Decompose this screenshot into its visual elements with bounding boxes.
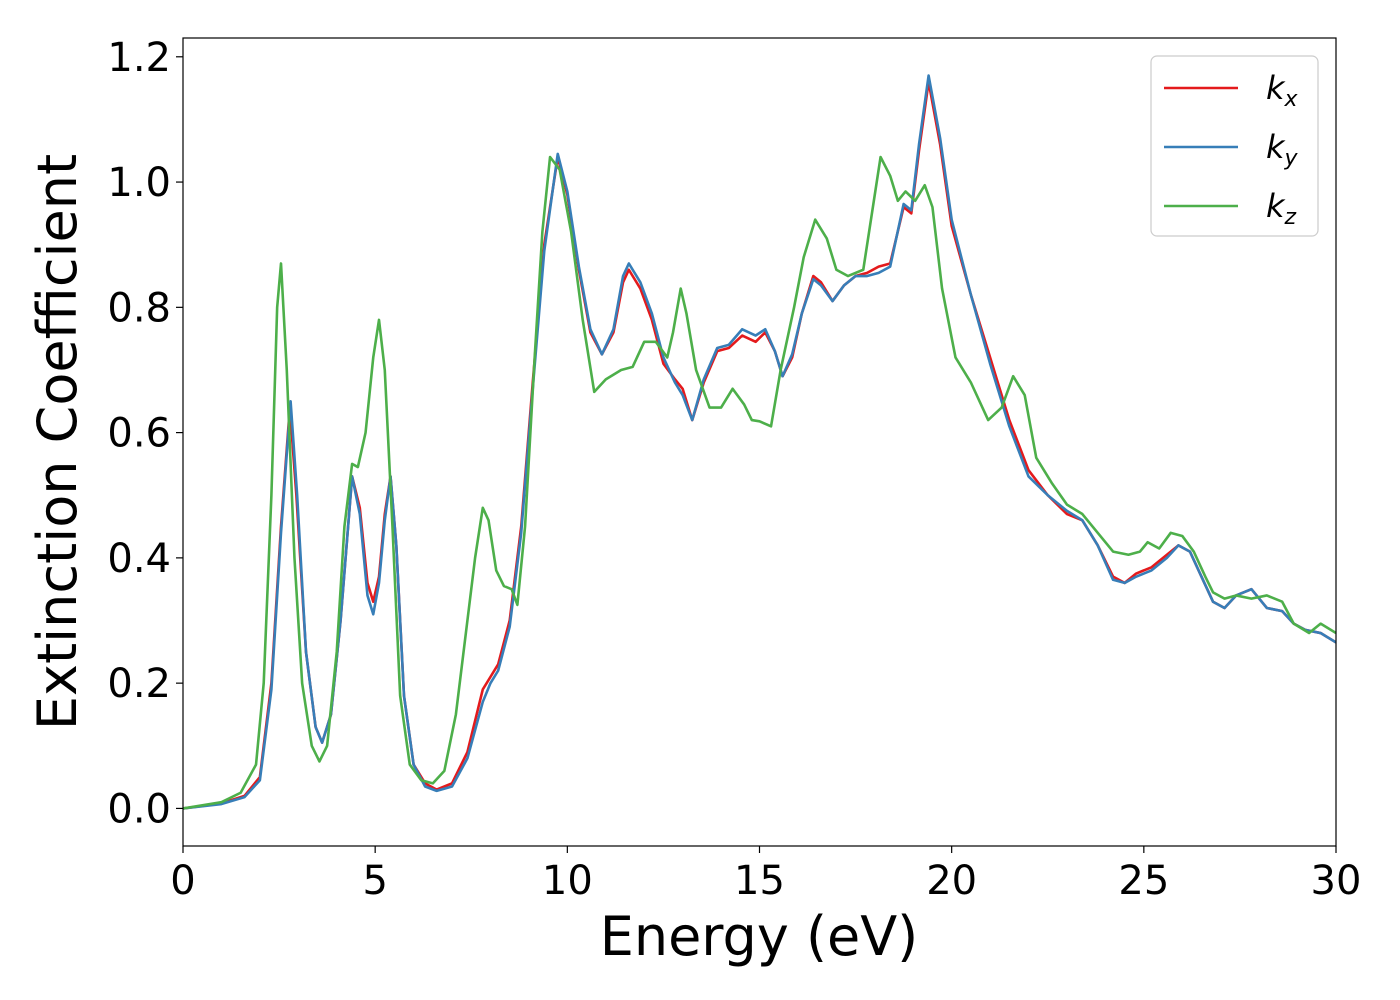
x-tick-label: 30 [1311,858,1362,904]
legend-label-kz: kz [1266,187,1297,230]
x-tick-label: 5 [362,858,387,904]
x-axis-ticks: 0 5 10 15 20 25 30 [170,846,1361,904]
series-line-kz [183,155,1336,810]
y-tick-label: 0.8 [107,285,171,331]
y-tick-label: 1.2 [107,35,171,81]
x-axis-label: Energy (eV) [600,905,919,968]
x-tick-label: 20 [926,858,977,904]
y-tick-label: 0.2 [107,661,171,707]
x-tick-label: 0 [170,858,195,904]
y-axis-label: Extinction Coefficient [26,154,89,730]
x-tick-label: 10 [542,858,593,904]
legend-label-kx: kx [1266,69,1299,112]
legend: kx ky kz [1150,55,1319,237]
series-line-ky [183,74,1336,810]
series-lines [183,74,1336,810]
y-tick-label: 0.6 [107,411,171,457]
y-axis-ticks: 0.0 0.2 0.4 0.6 0.8 1.0 1.2 [107,35,183,832]
y-tick-label: 0.4 [107,536,171,582]
y-tick-label: 1.0 [107,160,171,206]
y-tick-label: 0.0 [107,786,171,832]
x-tick-label: 15 [734,858,785,904]
legend-label-ky: ky [1266,128,1299,171]
x-tick-label: 25 [1118,858,1169,904]
